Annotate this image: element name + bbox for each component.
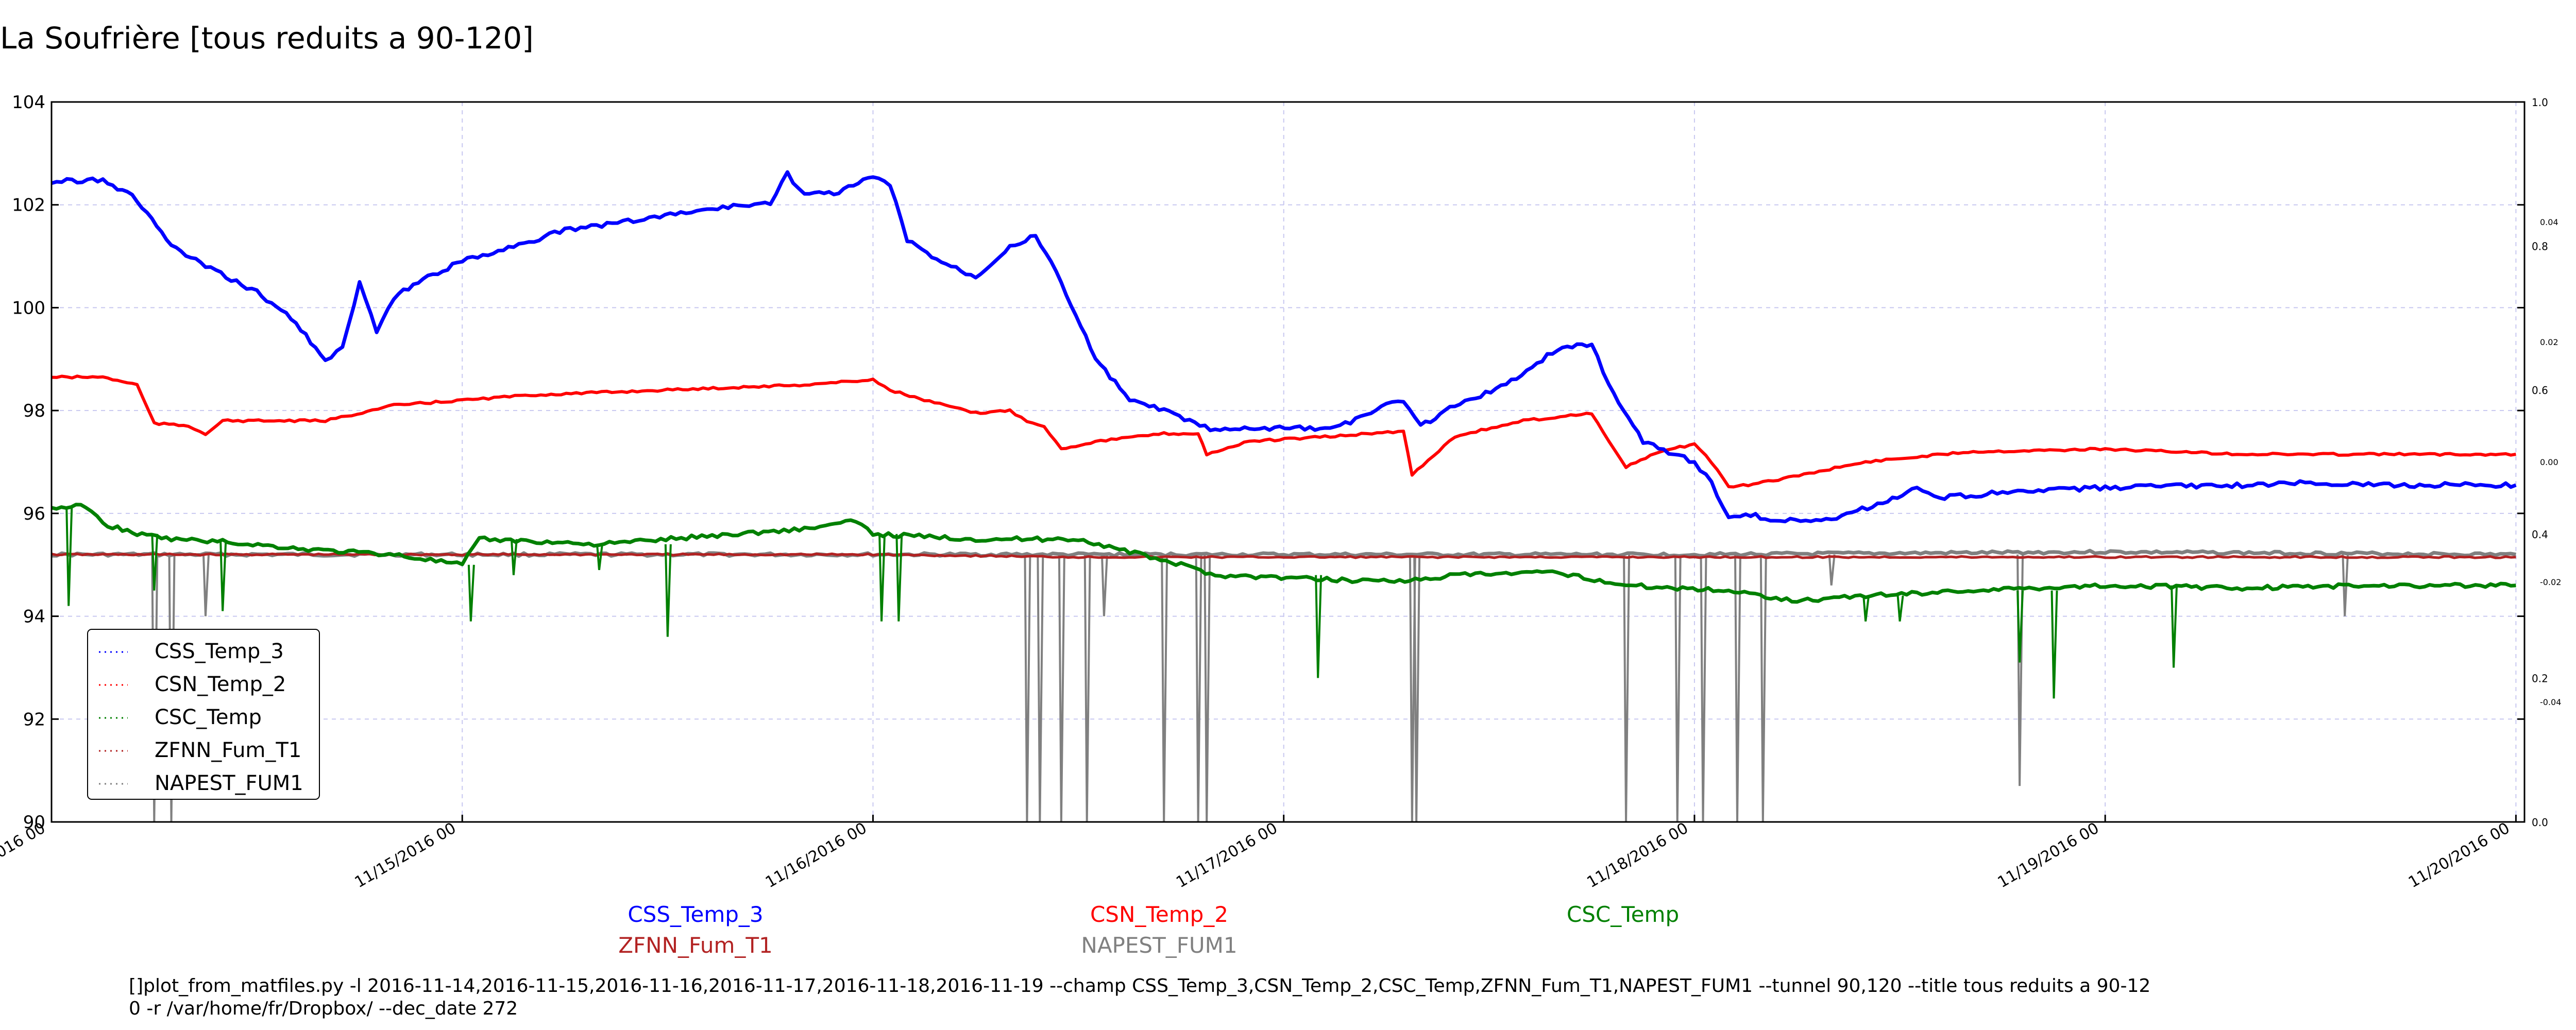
series-spike (65, 508, 73, 606)
series-line (52, 170, 2517, 524)
series-spike (467, 564, 475, 622)
series-spike (1862, 595, 1870, 622)
y2-outer-tick-label: 0.6 (2532, 384, 2548, 397)
y2-inner-tick-label: -0.02 (2540, 577, 2561, 587)
series-spike (664, 544, 672, 637)
command-text: []plot_from_matfiles.py -l 2016-11-14,20… (129, 975, 2150, 1020)
bottom-label: CSC_Temp (1567, 902, 1679, 927)
series-line (52, 503, 2516, 604)
series-dip (1623, 554, 1631, 822)
series-csc-temp (52, 503, 2516, 699)
legend-label: CSS_Temp_3 (155, 640, 284, 663)
series-line (52, 374, 2516, 489)
y2-outer-tick-label: 0.8 (2532, 241, 2548, 253)
legend-label: ZFNN_Fum_T1 (155, 739, 301, 762)
bottom-label: NAPEST_FUM1 (1081, 933, 1237, 958)
bottom-label: ZFNN_Fum_T1 (618, 933, 773, 958)
y-tick-label: 104 (12, 92, 45, 113)
series-csn-temp-2 (52, 374, 2516, 489)
series-spike (596, 544, 603, 570)
y-axis: 90 92 94 96 98 100 102 104 (12, 92, 2524, 833)
legend-label: CSN_Temp_2 (155, 673, 286, 696)
legend-label: CSC_Temp (155, 706, 262, 729)
chart-title: La Soufrière [tous reduits a 90-120] (0, 21, 534, 56)
y-tick-label: 98 (23, 401, 45, 421)
legend-label: NAPEST_FUM1 (155, 771, 303, 795)
y2-outer-tick-label: 0.2 (2532, 672, 2548, 684)
command-line-2: 0 -r /var/home/fr/Dropbox/ --dec_date 27… (129, 998, 518, 1019)
series-dip (1161, 554, 1168, 822)
legend-box (87, 629, 320, 800)
series-dip (202, 554, 210, 616)
series-spike (2016, 590, 2024, 663)
y2-inner-tick-label: 0.04 (2540, 217, 2558, 227)
series-dip (1204, 554, 1211, 822)
bottom-label: CSS_Temp_3 (628, 902, 763, 927)
series-spike (2050, 590, 2058, 699)
series-dip (1413, 554, 1421, 822)
bottom-label: CSN_Temp_2 (1090, 902, 1228, 927)
y2-inner-tick-label: 0.00 (2540, 457, 2558, 467)
series-dip (1195, 554, 1202, 822)
series-css-temp-3 (52, 170, 2517, 524)
y-tick-label: 96 (23, 504, 45, 524)
series-spike (895, 534, 903, 622)
series-dip (1100, 554, 1108, 616)
series-spike (219, 541, 227, 611)
series-spike (878, 534, 886, 622)
bottom-labels: CSS_Temp_3 ZFNN_Fum_T1 CSN_Temp_2 NAPEST_FU… (618, 902, 1679, 958)
legend: CSS_Temp_3 CSN_Temp_2 CSC_Temp ZFNN_Fum_T1 N… (87, 629, 320, 800)
series-spike (510, 539, 518, 575)
series-dip (1058, 554, 1065, 822)
series-dip (1828, 554, 1836, 586)
series-dip (2342, 552, 2349, 616)
series-zfnn-fum-t1 (52, 552, 2516, 559)
series-dip (1674, 554, 1682, 822)
y-tick-label: 100 (12, 298, 45, 318)
plot-frame (50, 101, 2526, 823)
y2-axis: 0.0 0.2 0.4 0.6 0.8 1.0 -0.04 -0.02 0.00 0.02 0.04 (2532, 96, 2561, 829)
series-spike (1896, 595, 1904, 622)
y-tick-label: 90 (23, 812, 45, 833)
series-dip (1759, 554, 1767, 822)
series-dip (1083, 554, 1091, 822)
y2-outer-tick-label: 0.4 (2532, 528, 2548, 541)
y2-outer-tick-label: 0.0 (2532, 816, 2548, 829)
y2-inner-tick-label: -0.04 (2540, 697, 2561, 707)
command-line-1: []plot_from_matfiles.py -l 2016-11-14,20… (129, 975, 2151, 997)
series-spike (151, 534, 159, 591)
y-tick-label: 102 (12, 195, 45, 216)
series-spike (1315, 575, 1323, 678)
series-dip (1734, 554, 1741, 822)
series-dip (1700, 554, 1707, 822)
series-line (52, 552, 2516, 559)
y2-inner-tick-label: 0.02 (2540, 337, 2558, 347)
series-dip (1037, 554, 1044, 822)
series-dip (1024, 554, 1031, 822)
y-tick-label: 94 (23, 607, 45, 627)
y-tick-label: 92 (23, 709, 45, 730)
series-spike (2171, 585, 2178, 668)
y2-outer-tick-label: 1.0 (2532, 96, 2548, 109)
